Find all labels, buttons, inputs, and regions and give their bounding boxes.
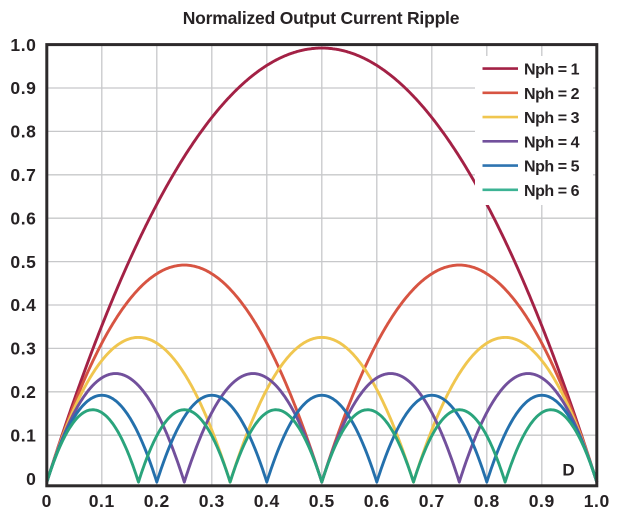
svg-text:Nph = 2: Nph = 2 [524,86,580,103]
svg-text:0.7: 0.7 [419,491,445,511]
svg-text:Normalized Output Current Ripp: Normalized Output Current Ripple [183,8,460,28]
svg-text:0: 0 [42,491,52,511]
svg-text:0.4: 0.4 [254,491,280,511]
svg-text:1.0: 1.0 [584,491,610,511]
svg-text:Nph = 6: Nph = 6 [524,183,580,200]
svg-text:0.5: 0.5 [10,252,36,272]
svg-text:0.6: 0.6 [10,208,36,228]
svg-text:0.5: 0.5 [309,491,335,511]
svg-text:0.7: 0.7 [10,165,36,185]
svg-text:Nph = 4: Nph = 4 [524,134,580,151]
svg-text:1.0: 1.0 [10,35,36,55]
svg-text:0.9: 0.9 [10,78,36,98]
svg-text:0.3: 0.3 [199,491,225,511]
svg-text:0.2: 0.2 [144,491,170,511]
svg-text:0.9: 0.9 [529,491,555,511]
svg-text:Nph = 1: Nph = 1 [524,62,580,79]
svg-text:0.2: 0.2 [10,382,36,402]
svg-text:0.8: 0.8 [10,122,36,142]
svg-text:Nph = 5: Nph = 5 [524,159,580,176]
svg-text:D: D [562,461,574,480]
svg-text:0.3: 0.3 [10,339,36,359]
svg-text:0.1: 0.1 [10,425,36,445]
svg-text:Nph = 3: Nph = 3 [524,110,580,127]
svg-text:0.1: 0.1 [89,491,115,511]
svg-text:0.4: 0.4 [10,295,36,315]
svg-text:0.8: 0.8 [474,491,500,511]
svg-text:0.6: 0.6 [364,491,390,511]
svg-text:0: 0 [26,469,36,489]
